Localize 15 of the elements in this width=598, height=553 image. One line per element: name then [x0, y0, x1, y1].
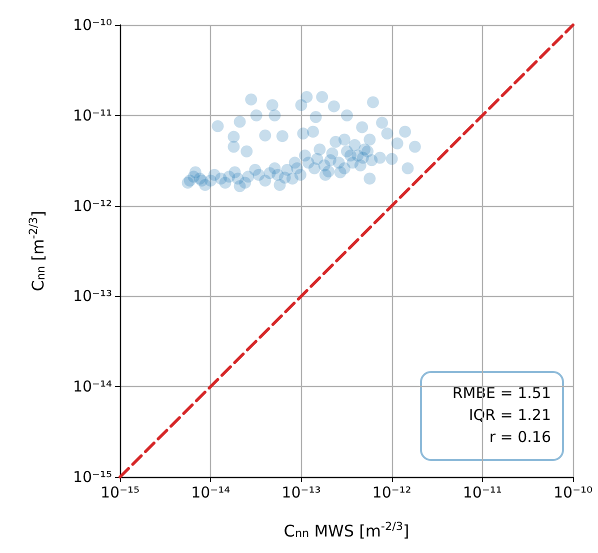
- x-tick-label: 10⁻¹³: [282, 484, 321, 502]
- x-tick-label: 10⁻¹⁰: [553, 484, 593, 502]
- annotation: RMBE = 1.51: [452, 384, 551, 402]
- x-tick-label: 10⁻¹⁵: [100, 484, 140, 502]
- y-axis-title: Cnn [m-2/3]: [27, 210, 48, 292]
- y-tick-label: 10⁻¹³: [72, 287, 112, 306]
- y-tick-label: 10⁻¹²: [72, 196, 112, 215]
- x-tick-label: 10⁻¹⁴: [191, 484, 230, 502]
- y-tick-label: 10⁻¹⁵: [72, 468, 112, 486]
- y-tick-label: 10⁻¹⁴: [72, 378, 112, 396]
- y-tick-label: 10⁻¹⁰: [72, 16, 112, 34]
- x-tick-label: 10⁻¹¹: [462, 484, 502, 502]
- x-tick-label: 10⁻¹²: [372, 484, 412, 502]
- annotation: r = 0.16: [489, 428, 551, 446]
- y-tick-label: 10⁻¹¹: [72, 106, 112, 124]
